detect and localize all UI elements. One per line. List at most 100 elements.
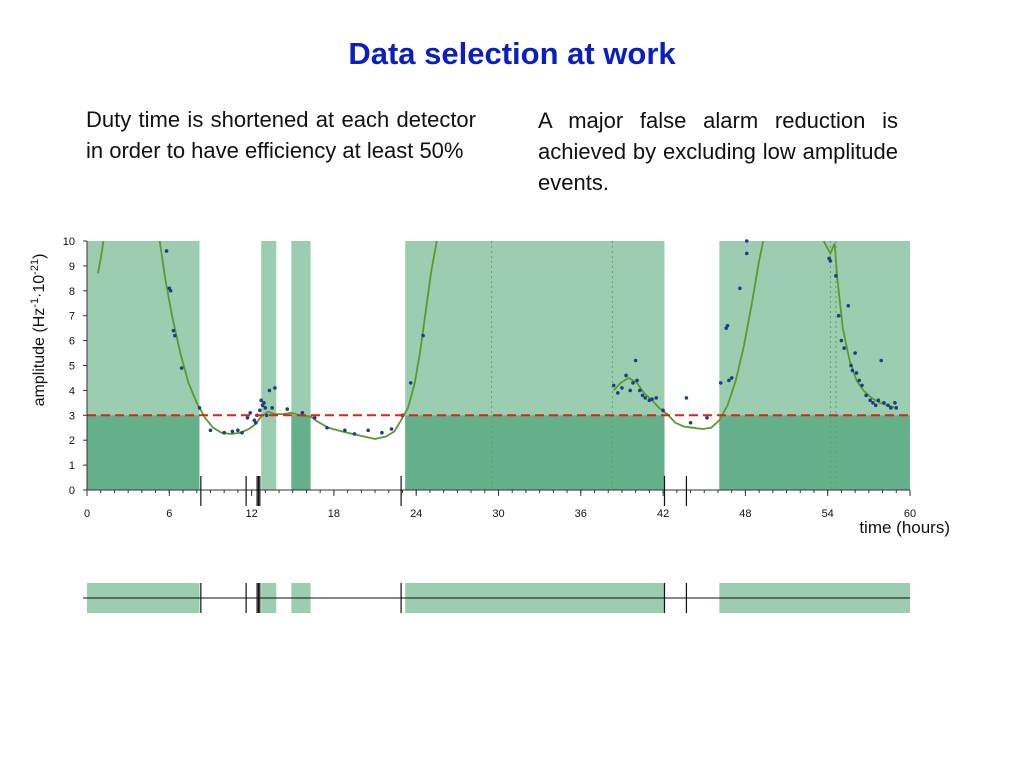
selected-band bbox=[719, 415, 910, 490]
amplitude-curve bbox=[97, 240, 105, 274]
event-point bbox=[643, 396, 648, 400]
event-point bbox=[640, 393, 645, 398]
x-tick-label: 30 bbox=[492, 508, 504, 520]
event-point bbox=[264, 413, 269, 418]
event-point bbox=[380, 430, 384, 435]
event-point bbox=[171, 328, 176, 333]
event-point bbox=[208, 428, 213, 433]
x-tick-label: 18 bbox=[328, 508, 340, 520]
event-point bbox=[172, 333, 177, 338]
event-point bbox=[366, 428, 370, 433]
event-point bbox=[857, 378, 862, 383]
event-point bbox=[267, 388, 272, 393]
event-point bbox=[871, 401, 875, 405]
event-point bbox=[300, 411, 305, 415]
y-axis-label: amplitude (Hz-1·10-21) bbox=[29, 254, 48, 407]
event-point bbox=[647, 398, 652, 403]
duty-band bbox=[261, 241, 277, 490]
selected-band bbox=[87, 415, 200, 490]
event-point bbox=[285, 407, 290, 411]
event-point bbox=[886, 403, 890, 408]
event-point bbox=[839, 338, 844, 343]
y-label-sup: -1 bbox=[29, 298, 41, 308]
x-tick-label: 48 bbox=[739, 508, 751, 520]
event-point bbox=[661, 408, 665, 413]
event-point bbox=[164, 249, 169, 253]
x-axis-label: time (hours) bbox=[859, 518, 950, 537]
event-point bbox=[230, 429, 235, 434]
event-point bbox=[263, 406, 268, 410]
event-point bbox=[620, 386, 624, 390]
event-points bbox=[164, 239, 899, 436]
x-tick-label: 60 bbox=[904, 508, 916, 520]
event-point bbox=[240, 430, 244, 435]
event-point bbox=[688, 420, 693, 425]
duty-strip bbox=[83, 583, 910, 613]
y-tick-label: 10 bbox=[63, 236, 75, 248]
event-point bbox=[637, 388, 642, 393]
event-point bbox=[262, 401, 266, 405]
selected-band bbox=[405, 415, 665, 490]
event-point bbox=[253, 420, 258, 425]
duty-time-paragraph: Duty time is shortened at each detector … bbox=[86, 107, 476, 163]
event-point bbox=[628, 388, 632, 393]
event-point bbox=[868, 398, 873, 403]
x-tick-label: 12 bbox=[245, 508, 257, 520]
event-point bbox=[408, 381, 413, 385]
event-point bbox=[352, 432, 357, 436]
event-point bbox=[258, 408, 262, 413]
event-point bbox=[744, 239, 749, 243]
event-point bbox=[270, 406, 274, 410]
event-point bbox=[873, 403, 878, 408]
event-point bbox=[312, 415, 317, 420]
event-point bbox=[635, 378, 639, 383]
amplitude-curve bbox=[613, 240, 765, 430]
event-point bbox=[343, 428, 347, 433]
event-point bbox=[389, 427, 394, 431]
event-point bbox=[705, 415, 709, 420]
y-label-sup: -21 bbox=[29, 259, 41, 275]
event-point bbox=[179, 366, 184, 370]
y-tick-label: 4 bbox=[69, 385, 75, 397]
event-point bbox=[624, 373, 628, 378]
event-point bbox=[222, 430, 226, 435]
event-point bbox=[684, 396, 689, 400]
event-point bbox=[197, 406, 202, 410]
event-point bbox=[729, 376, 734, 380]
x-tick-label: 0 bbox=[84, 508, 90, 520]
y-label-part: ·10 bbox=[31, 275, 48, 298]
event-point bbox=[744, 251, 749, 256]
x-tick-label: 36 bbox=[575, 508, 587, 520]
event-point bbox=[168, 289, 173, 293]
y-label-part: amplitude (Hz bbox=[31, 308, 48, 407]
y-tick-label: 8 bbox=[69, 286, 75, 298]
y-label-part: ) bbox=[31, 254, 48, 259]
event-point bbox=[854, 371, 859, 375]
x-tick-label: 24 bbox=[410, 508, 422, 520]
y-tick-label: 0 bbox=[69, 485, 75, 497]
event-point bbox=[836, 313, 841, 318]
event-point bbox=[879, 358, 883, 363]
event-point bbox=[850, 368, 855, 373]
event-point bbox=[864, 393, 868, 398]
selected-band bbox=[291, 415, 311, 490]
y-tick-label: 1 bbox=[69, 460, 75, 472]
event-point bbox=[888, 406, 893, 410]
dotted-lines bbox=[491, 241, 837, 490]
event-point bbox=[738, 286, 742, 291]
event-point bbox=[273, 386, 277, 390]
event-point bbox=[876, 398, 881, 403]
event-point bbox=[842, 346, 846, 350]
event-point bbox=[725, 323, 730, 328]
x-tick-label: 42 bbox=[657, 508, 669, 520]
event-point bbox=[248, 411, 253, 415]
y-tick-label: 3 bbox=[69, 410, 75, 422]
x-tick-label: 54 bbox=[822, 508, 834, 520]
event-point bbox=[894, 406, 899, 410]
y-tick-label: 2 bbox=[69, 435, 75, 447]
y-tick-label: 9 bbox=[69, 261, 75, 273]
event-point bbox=[893, 401, 897, 405]
event-point bbox=[236, 428, 240, 433]
